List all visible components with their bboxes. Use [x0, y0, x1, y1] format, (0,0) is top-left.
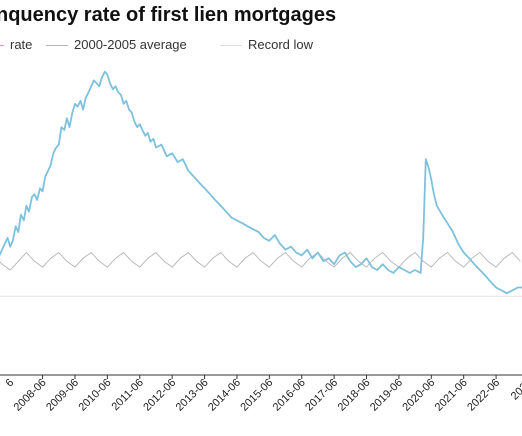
x-tick-label: 2018-06 [336, 377, 373, 414]
legend-item-record-low: Record low [220, 37, 313, 52]
x-tick-label: 2015-06 [238, 377, 275, 414]
x-tick-label: 2023 [509, 377, 522, 403]
legend-swatch-record-low [220, 45, 242, 47]
legend-item-rate: rate [0, 37, 32, 52]
series-line-rate [0, 70, 522, 295]
x-tick-label: 2017-06 [303, 377, 340, 414]
x-tick-label: 2014-06 [206, 377, 243, 414]
legend-swatch-average [46, 45, 68, 47]
legend-label-average: 2000-2005 average [74, 37, 187, 52]
x-tick-label: 2019-06 [368, 377, 405, 414]
x-tick-label: 2010-06 [76, 377, 113, 414]
legend-swatch-rate [0, 45, 4, 47]
x-tick-label: 2016-06 [271, 377, 308, 414]
chart-title: nquency rate of first lien mortgages [0, 4, 337, 26]
x-tick-label: 2011-06 [109, 377, 145, 413]
x-tick-label: 2020-06 [400, 377, 437, 414]
x-tick-label: 2012-06 [141, 377, 178, 414]
x-tick-label: 2021-06 [433, 377, 470, 414]
x-tick-label: 2009-06 [44, 377, 81, 414]
x-tick-label: 2022-06 [465, 377, 502, 414]
legend-item-average: 2000-2005 average [46, 37, 187, 52]
legend-label-rate: rate [10, 37, 33, 52]
legend-label-record-low: Record low [248, 37, 314, 52]
x-tick-label: 2013-06 [174, 377, 211, 414]
x-tick-label: 2008-06 [12, 377, 49, 414]
x-tick-label: 6 [4, 377, 17, 390]
series-line-average [0, 252, 521, 271]
